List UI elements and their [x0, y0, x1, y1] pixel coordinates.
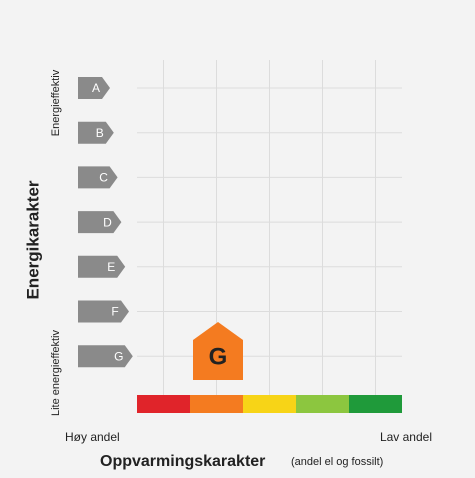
x-right-label: Lav andel [380, 430, 432, 444]
heating-segment [243, 395, 296, 413]
energy-arrow [78, 345, 133, 368]
y-title: Energikarakter [23, 180, 42, 299]
energy-arrow-label: F [111, 305, 118, 319]
energy-arrow-label: D [103, 215, 112, 229]
x-title: Oppvarmingskarakter [100, 453, 265, 470]
heating-segment [349, 395, 402, 413]
y-bottom-label: Lite energieffektiv [50, 329, 62, 416]
house-label: G [209, 343, 228, 370]
energy-arrow [78, 77, 110, 99]
heating-scale [137, 395, 402, 413]
heating-segment [296, 395, 349, 413]
y-top-label: Energieffektiv [50, 69, 62, 136]
heating-segment [190, 395, 243, 413]
energy-arrow-label: B [96, 126, 104, 140]
energy-arrow [78, 166, 118, 189]
energy-arrow-label: A [92, 81, 100, 95]
grid [137, 60, 402, 395]
energy-arrow-label: G [114, 349, 123, 363]
energy-arrow [78, 255, 126, 278]
energy-arrow-label: E [107, 260, 115, 274]
heating-segment [137, 395, 190, 413]
energy-arrow [78, 300, 129, 323]
energy-arrow [78, 211, 122, 234]
energy-arrow-label: C [99, 171, 108, 185]
energy-arrows: A B C D E F G [78, 77, 133, 368]
x-left-label: Høy andel [65, 430, 120, 444]
x-subtitle: (andel el og fossilt) [291, 456, 383, 468]
house-marker [193, 322, 243, 380]
energy-arrow [78, 121, 114, 144]
